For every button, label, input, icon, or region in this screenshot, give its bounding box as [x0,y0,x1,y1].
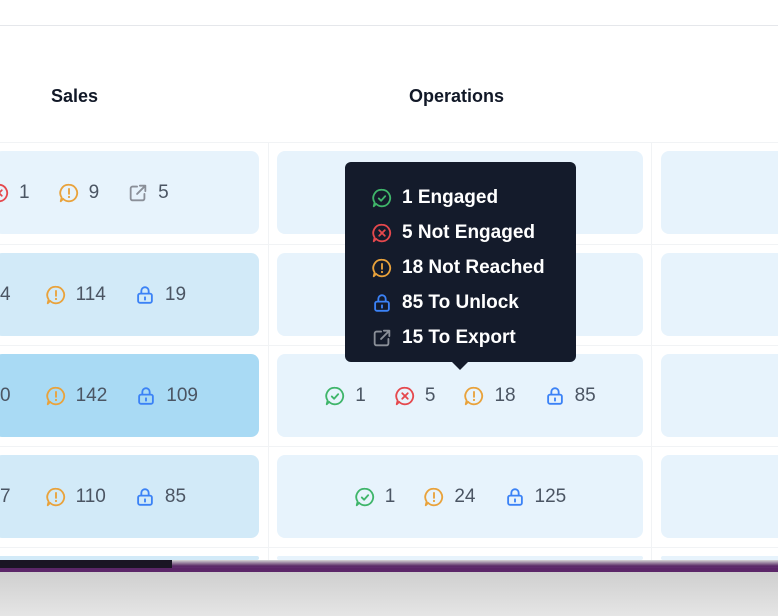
tooltip-row-not-reached: 18 Not Reached [371,250,576,285]
column-header-sales: Sales [51,86,99,106]
stat-not-engaged: 1 [0,182,30,204]
tooltip-label: 15 To Export [402,326,516,348]
tooltip-row-not-engaged: 5 Not Engaged [371,215,576,250]
stat-value: 1 [19,181,30,203]
grid-divider [0,446,778,447]
stat-value: 85 [164,485,187,507]
not-reached-icon [58,183,78,202]
stat-value: 5 [424,384,436,406]
export-icon [129,184,147,201]
stat-value: 125 [534,485,567,507]
engaged-icon [325,386,345,405]
stat-not-reached: 110 [45,486,106,508]
stat-value: 114 [75,283,106,305]
not-reached-icon [464,386,484,405]
sales-cell[interactable]: 0 142 109 [0,354,259,437]
stat-value: 85 [574,384,596,406]
tooltip-label: 85 To Unlock [402,291,519,313]
stat-not-reached: 18 [463,384,516,407]
tooltip-row-to-export: 15 To Export [371,320,576,355]
background-window-strip [0,560,172,570]
stat-value: 1 [384,485,396,507]
stat-value: 1 [355,384,366,406]
stat-to-unlock: 125 [504,485,567,508]
sales-cell[interactable]: 7 110 85 [0,455,259,538]
not-reached-icon [424,487,444,506]
sales-cell[interactable] [0,556,259,560]
next-column-cell[interactable] [661,151,778,234]
stat-value: 5 [158,181,169,203]
stat-cut-value: 0 [0,384,11,406]
stat-value: 9 [88,181,100,203]
grid-divider [651,142,652,560]
stat-not-engaged: 5 [394,384,436,407]
stat-not-reached: 24 [423,485,476,508]
stat-engaged: 1 [354,485,396,508]
tooltip-label: 5 Not Engaged [402,221,536,243]
column-header-operations: Operations [409,86,505,106]
stat-value: 109 [166,384,198,406]
grid-divider [0,547,778,548]
stat-engaged: 1 [324,385,366,407]
grid-divider [268,142,269,560]
lock-icon [506,487,523,506]
tooltip-label: 18 Not Reached [402,256,545,278]
sales-cell[interactable]: 4 114 19 [0,253,259,336]
desktop-background [0,572,778,616]
not-engaged-icon [372,223,392,242]
stat-to-unlock: 19 [134,284,186,306]
engaged-icon [372,188,392,207]
stat-to-unlock: 85 [134,486,186,508]
grid-divider [0,142,778,143]
stat-value: 110 [75,485,106,507]
not-reached-icon [45,487,65,506]
operations-cell[interactable]: 1 5 18 85 [277,354,643,437]
next-column-cell[interactable] [661,455,778,538]
not-engaged-icon [0,183,9,202]
stat-value: 142 [75,384,108,406]
lock-icon [138,386,155,405]
operations-cell[interactable]: 1 24 125 [277,455,643,538]
stat-to-export: 5 [127,182,169,204]
not-reached-icon [45,285,65,304]
stat-cut-value: 7 [0,485,11,507]
lock-icon [137,487,153,506]
stat-value: 24 [454,485,476,507]
stat-value: 18 [494,384,516,406]
not-reached-icon [45,386,65,405]
top-bar [0,0,778,26]
lock-icon [546,386,563,405]
breakdown-tooltip: 1 Engaged 5 Not Engaged 18 Not Reached 8… [345,162,576,370]
operations-cell[interactable] [277,556,643,560]
stat-not-reached: 142 [45,384,108,407]
engaged-icon [355,487,374,506]
next-column-cell[interactable] [661,556,778,560]
not-reached-icon [372,258,392,277]
stat-value: 19 [164,283,187,305]
lock-icon [137,285,153,304]
tooltip-label: 1 Engaged [402,186,499,208]
next-column-cell[interactable] [661,354,778,437]
export-icon [373,329,391,346]
lock-icon [374,293,390,312]
stat-not-reached: 9 [58,181,100,204]
not-engaged-icon [395,386,414,405]
stat-not-reached: 114 [45,284,106,306]
background-window-strip [0,568,778,572]
tooltip-row-to-unlock: 85 To Unlock [371,285,576,320]
stat-to-unlock: 109 [135,385,198,407]
tooltip-row-engaged: 1 Engaged [371,180,576,215]
background-window-strip [172,560,778,570]
sales-cell[interactable]: 1 9 5 [0,151,259,234]
next-column-cell[interactable] [661,253,778,336]
stat-cut-value: 4 [0,283,11,305]
stat-to-unlock: 85 [544,385,596,407]
